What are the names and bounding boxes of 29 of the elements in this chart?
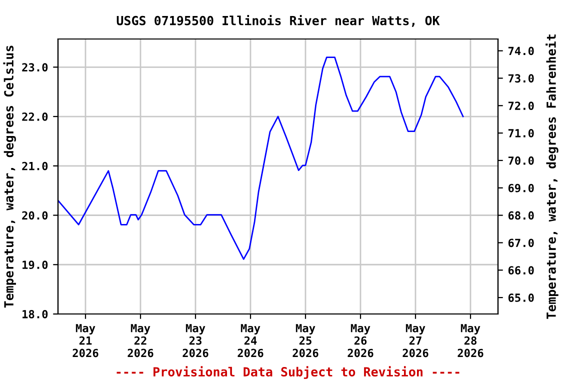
x-tick-label: May 22 2026 [128,324,154,358]
chart-title: USGS 07195500 Illinois River near Watts, OK [116,14,440,27]
y2-tick-label: 71.0 [508,129,534,138]
y2-tick-label: 65.0 [508,294,534,302]
y2-tick-label: 72.0 [508,102,534,110]
x-tick-label: May 26 2026 [348,324,374,358]
y-tick-label: 19.0 [22,260,48,270]
x-tick-label: May 21 2026 [72,324,98,358]
x-tick-label: May 24 2026 [238,324,264,358]
text: ---- Provisional Data Subject to Revision ---- [116,366,460,379]
y2-tick-label: 70.0 [508,156,534,165]
y2-tick-label: 68.0 [508,211,534,220]
y2-tick-label: 74.0 [508,46,534,56]
y2-axis-title: Temperature, water, degrees Fahrenheit [546,34,558,319]
y2-tick-label: 73.0 [508,74,534,83]
y2-tick-label: 67.0 [508,238,534,248]
x-tick-label: May 27 2026 [402,324,428,358]
y-axis-title: Temperature, water, degrees Celsius [3,46,16,308]
y-tick-label: 22.0 [22,112,48,121]
y-tick-label: 18.0 [22,310,48,318]
x-tick-label: May 28 2026 [458,324,484,358]
y-tick-label: 21.0 [22,162,48,170]
line-series [58,56,464,260]
x-tick-label: May 25 2026 [292,324,318,358]
y2-tick-label: 69.0 [508,184,534,192]
y-tick-label: 20.0 [22,211,48,220]
y2-tick-label: 66.0 [508,266,534,275]
y-tick-label: 23.0 [22,63,48,72]
x-tick-label: May 23 2026 [182,324,208,358]
